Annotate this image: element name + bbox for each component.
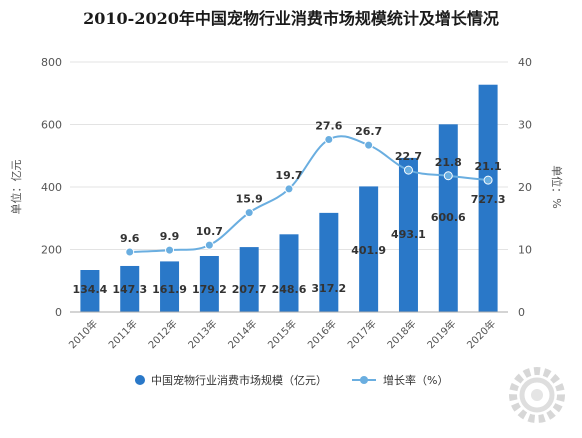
growth-rate-label: 9.9 — [160, 230, 180, 243]
bar-value-label: 401.9 — [351, 244, 386, 257]
bar-value-label: 600.6 — [431, 211, 466, 224]
growth-rate-point — [244, 208, 254, 218]
bar-value-label: 317.2 — [311, 282, 346, 295]
growth-rate-label: 15.9 — [236, 193, 263, 206]
chart-title: 2010-2020年中国宠物行业消费市场规模统计及增长情况 — [83, 9, 499, 28]
legend-bar-marker — [135, 375, 145, 385]
growth-rate-label: 27.6 — [315, 120, 342, 133]
growth-rate-label: 26.7 — [355, 125, 382, 138]
growth-rate-point — [443, 171, 453, 181]
left-tick-label: 400 — [41, 181, 62, 194]
bar-series: 134.4 147.3 161.9 179.2 207.7 248.6 317.2 401.9… — [73, 84, 506, 312]
bar-value-label: 179.2 — [192, 283, 227, 296]
left-tick-label: 0 — [55, 306, 62, 319]
left-tick-label: 600 — [41, 119, 62, 132]
bar — [398, 157, 418, 312]
bar — [80, 270, 100, 312]
growth-rate-label: 10.7 — [196, 225, 223, 238]
growth-rate-point — [403, 165, 413, 175]
bar-value-label: 147.3 — [112, 283, 147, 296]
legend: 中国宠物行业消费市场规模（亿元） 增长率（%） — [135, 373, 448, 387]
bar — [239, 247, 259, 312]
growth-rate-label: 21.1 — [475, 160, 502, 173]
left-axis-label: 单位：亿元 — [9, 160, 23, 215]
bar — [359, 186, 379, 312]
bar — [199, 256, 219, 312]
right-axis-label: 单位：% — [550, 165, 564, 208]
left-tick-label: 200 — [41, 244, 62, 257]
growth-rate-label: 19.7 — [275, 169, 302, 182]
x-tick-label: 2011年 — [106, 317, 140, 351]
legend-line-label: 增长率（%） — [383, 373, 448, 387]
growth-rate-point — [284, 184, 294, 194]
right-tick-label: 10 — [518, 244, 532, 257]
right-tick-label: 20 — [518, 181, 532, 194]
growth-rate-point — [324, 135, 334, 144]
x-tick-label: 2012年 — [145, 317, 179, 351]
x-tick-label: 2016年 — [305, 317, 339, 351]
bar-value-label: 161.9 — [152, 283, 187, 296]
bar-value-label: 134.4 — [73, 283, 108, 296]
growth-rate-point — [125, 247, 135, 257]
growth-rate-line — [129, 135, 489, 253]
gear-watermark-icon — [509, 367, 565, 423]
bar — [279, 234, 299, 312]
right-tick-label: 40 — [518, 56, 532, 69]
left-tick-label: 800 — [41, 56, 62, 69]
right-tick-label: 30 — [518, 119, 532, 132]
x-tick-label: 2010年 — [66, 317, 100, 351]
bar-value-label: 727.3 — [471, 193, 506, 206]
bar — [319, 212, 339, 312]
x-tick-label: 2020年 — [464, 317, 498, 351]
legend-bar-label: 中国宠物行业消费市场规模（亿元） — [151, 373, 327, 387]
bar — [438, 124, 458, 312]
growth-rate-point — [483, 175, 493, 185]
bar — [160, 261, 180, 312]
x-tick-label: 2013年 — [185, 317, 219, 351]
right-tick-label: 0 — [518, 306, 525, 319]
growth-rate-point — [204, 240, 214, 250]
x-tick-label: 2018年 — [384, 317, 418, 351]
bar — [120, 265, 140, 312]
bar-value-label: 248.6 — [272, 283, 307, 296]
bar-value-label: 207.7 — [232, 283, 267, 296]
growth-rate-label: 9.6 — [120, 232, 140, 245]
growth-rate-label: 21.8 — [435, 156, 462, 169]
bar — [478, 84, 498, 312]
line-series: 9.6 9.9 10.7 15.9 19.7 27.6 26.7 22.7 21.8 21.1 — [120, 120, 502, 257]
legend-line-dot — [360, 376, 368, 384]
x-tick-label: 2019年 — [424, 317, 458, 351]
growth-rate-point — [364, 140, 374, 150]
bar-value-label: 493.1 — [391, 228, 426, 241]
x-tick-label: 2017年 — [344, 317, 378, 351]
x-tick-label: 2015年 — [265, 317, 299, 351]
x-tick-label: 2014年 — [225, 317, 259, 351]
growth-rate-label: 22.7 — [395, 150, 422, 163]
growth-rate-point — [165, 245, 175, 255]
